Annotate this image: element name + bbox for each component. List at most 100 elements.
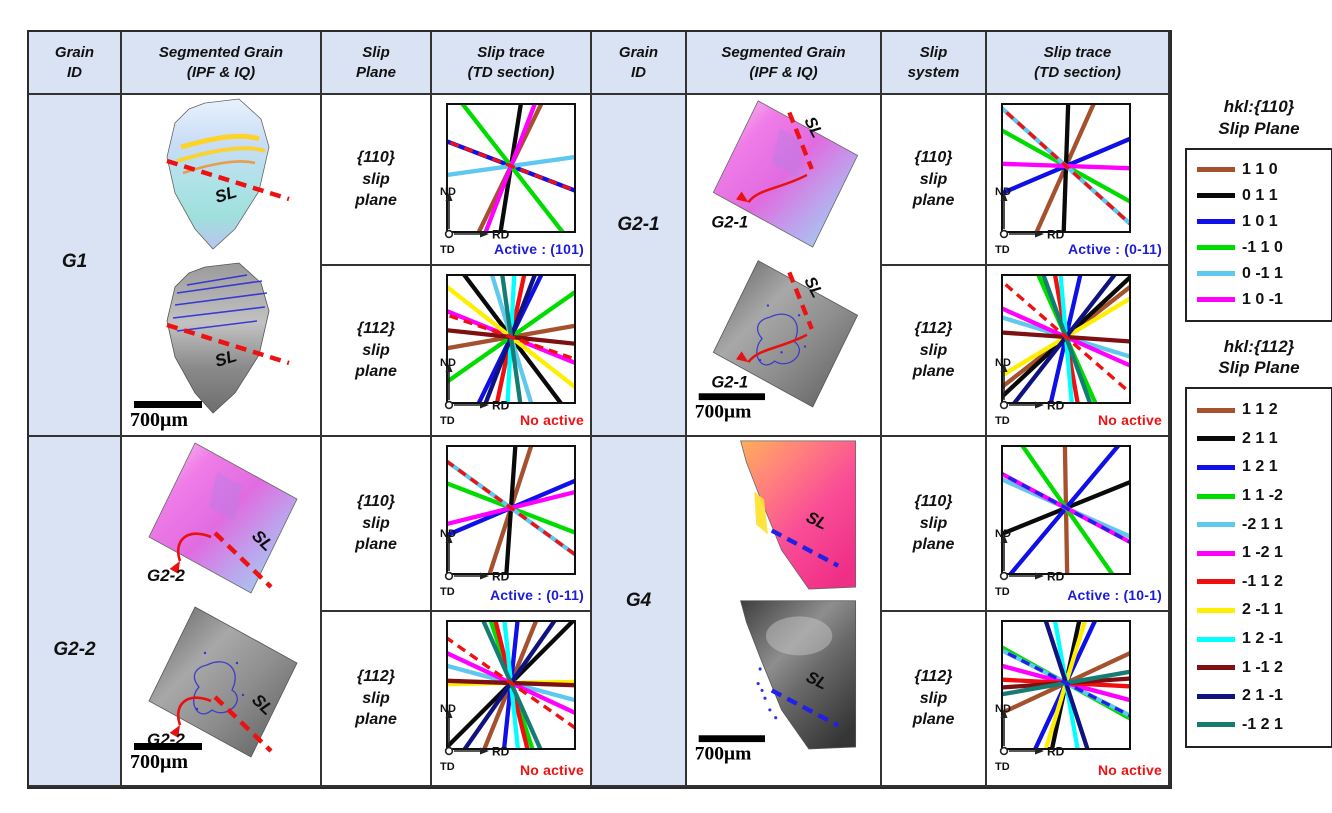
- iq-blue-speck: [760, 688, 764, 692]
- header-line1: Slip trace: [1043, 44, 1112, 61]
- slip-plane-label-line: plane: [355, 192, 397, 210]
- sl-dashed-line: [166, 158, 290, 202]
- iq-blue-streak: [176, 280, 263, 294]
- header-line2: ID: [67, 63, 82, 81]
- iq-blue-speck: [203, 651, 207, 655]
- callout-arrowhead: [736, 191, 749, 203]
- legend-entry-label: -1 1 2: [1242, 572, 1283, 590]
- grain-outline: [148, 606, 298, 758]
- header-line2: (IPF & IQ): [186, 63, 256, 81]
- grain-outline: [740, 440, 857, 590]
- legend-box-1: 1 1 0 0 1 1 1 0 1 -1 1 0 0 -1 1 1 0 -1: [1185, 147, 1332, 322]
- legend-entry: 2 -1 1: [1197, 596, 1322, 625]
- slip-plane-label-line: plane: [912, 192, 955, 210]
- slip-trace-box: [1001, 274, 1131, 404]
- sl-dashed-line: [787, 111, 814, 170]
- legend-line-swatch: [1197, 579, 1235, 585]
- iq-blue-speck: [766, 304, 770, 307]
- legend-entry-label: 0 1 1: [1242, 186, 1278, 204]
- iq-blue-streak: [174, 292, 268, 306]
- slip-trace-cell: ND TD RD Active : (0-11): [432, 437, 592, 612]
- callout-arrow: [747, 333, 808, 363]
- legend-entry: 2 1 -1: [1197, 682, 1322, 711]
- slip-plane-label-line: slip: [362, 341, 390, 359]
- slip-trace-plot: [448, 276, 574, 402]
- legend-entry-label: 1 2 1: [1242, 458, 1278, 476]
- slip-trace-cell: ND TD RD Active : (0-11): [987, 95, 1170, 266]
- legend-entry-label: -1 2 1: [1242, 715, 1283, 733]
- segmented-grain-cell-G1: SL SL 700μm: [122, 95, 322, 437]
- trace-status: Active : (0-11): [1067, 241, 1162, 257]
- legend-entry-label: 1 -2 1: [1242, 544, 1283, 562]
- slip-plane-cell: {110} slip plane: [322, 437, 432, 612]
- legend-title-line: hkl:{112}: [1223, 336, 1295, 356]
- legend-entry: -1 1 2: [1197, 568, 1322, 597]
- trace-status: Active : (0-11): [489, 587, 584, 603]
- scale-bar: [134, 401, 202, 408]
- legend-entry-label: 1 1 -2: [1242, 487, 1283, 505]
- header-cell-1: Grain ID: [29, 32, 122, 95]
- header-line1: Grain: [54, 44, 95, 61]
- iq-blue-speck: [797, 314, 801, 317]
- slip-plane-cell: {112} slip plane: [882, 266, 987, 437]
- legend-line-swatch: [1197, 219, 1235, 224]
- iq-blue-speck: [768, 708, 772, 712]
- sl-dashed-line: [787, 271, 814, 330]
- legend-panel: hkl:{110} Slip Plane 1 1 0 0 1 1 1 0 1 -1 1 0…: [1185, 96, 1332, 762]
- ipf-yellow-streak: [180, 133, 260, 150]
- slip-plane-label-line: {110}: [357, 149, 395, 167]
- grain-id-cell-G4: G4: [592, 437, 687, 787]
- td-axis-label: TD: [995, 415, 1010, 427]
- legend-entry-label: 0 -1 1: [1242, 264, 1283, 282]
- legend-entry-label: 1 0 1: [1242, 212, 1278, 230]
- scale-label: 700μm: [695, 744, 752, 765]
- scale-bar: [698, 393, 765, 401]
- legend-entry: 1 -2 1: [1197, 539, 1322, 568]
- iq-blue-speck: [241, 693, 245, 697]
- legend-entry: 1 -1 2: [1197, 653, 1322, 682]
- header-line1: Slip: [919, 44, 948, 61]
- callout-label: G2-2: [147, 566, 185, 585]
- header-line2: Plane: [355, 63, 397, 81]
- header-line1: Segmented Grain: [721, 44, 846, 61]
- legend-line-swatch: [1197, 636, 1235, 642]
- slip-plane-label-line: slip: [362, 689, 390, 707]
- legend-entry-label: 1 1 2: [1242, 401, 1278, 419]
- slip-trace-plot: [448, 447, 574, 573]
- legend-entry: 0 -1 1: [1197, 261, 1322, 287]
- legend-line-swatch: [1197, 493, 1235, 499]
- iq-image: SL: [740, 600, 857, 750]
- sl-dashed-line: [770, 688, 840, 728]
- sl-dashed-trace: [448, 139, 574, 193]
- slip-plane-label-line: plane: [355, 536, 397, 554]
- iq-blue-speck: [763, 696, 767, 700]
- legend-entry: -1 2 1: [1197, 711, 1322, 740]
- slip-trace-plot: [1003, 447, 1129, 573]
- legend-title-1: hkl:{110} Slip Plane: [1185, 96, 1332, 140]
- legend-entry: 1 0 1: [1197, 209, 1322, 235]
- slip-plane-label-line: plane: [912, 363, 955, 381]
- scale-label: 700μm: [695, 402, 752, 423]
- legend-title-2: hkl:{112} Slip Plane: [1185, 336, 1332, 380]
- iq-blue-speck: [774, 716, 778, 720]
- legend-entry: 0 1 1: [1197, 183, 1322, 209]
- sl-dashed-trace: [1003, 279, 1129, 395]
- legend-entry: 2 1 1: [1197, 425, 1322, 454]
- grain-outline: [166, 262, 270, 414]
- legend-line-swatch: [1197, 407, 1235, 413]
- sl-dashed-line: [166, 322, 290, 366]
- slip-trace-box: [446, 620, 576, 750]
- legend-title-line: hkl:{110}: [1223, 97, 1295, 116]
- legend-box-2: 1 1 2 2 1 1 1 2 1 1 1 -2 -2 1 1 1 -2 1 -1 1 2 2…: [1185, 387, 1332, 749]
- legend-entry: 1 1 2: [1197, 396, 1322, 425]
- ipf-image: SL: [166, 98, 290, 250]
- slip-plane-cell: {112} slip plane: [322, 612, 432, 787]
- slip-trace-plot: [1003, 105, 1129, 231]
- sl-dashed-line: [770, 528, 840, 568]
- header-cell-6: Segmented Grain (IPF & IQ): [687, 32, 882, 95]
- ipf-violet-patch: [771, 128, 804, 177]
- sl-dashed-trace: [448, 460, 574, 556]
- iq-blue-speck: [235, 661, 239, 665]
- slip-plane-label-line: slip: [919, 514, 948, 532]
